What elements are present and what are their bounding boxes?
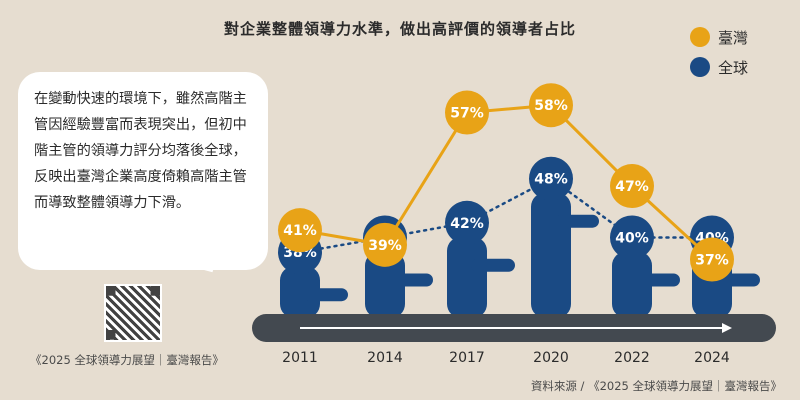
qr-code-image (104, 284, 162, 342)
data-point-taiwan (529, 83, 573, 128)
legend: 臺灣 全球 (690, 22, 748, 82)
data-point-global (610, 215, 654, 260)
legend-item-taiwan: 臺灣 (690, 22, 748, 52)
year-label: 2024 (694, 350, 730, 366)
figure-arm (389, 273, 433, 287)
data-label-taiwan: 58% (534, 98, 568, 114)
year-label: 2020 (533, 350, 569, 366)
legend-item-global: 全球 (690, 52, 748, 82)
year-label: 2011 (282, 350, 318, 366)
figure-arm (636, 273, 680, 287)
bubble-text: 在變動快速的環境下，雖然高階主管因經驗豐富而表現突出，但初中階主管的領導力評分均… (34, 91, 247, 211)
data-point-taiwan (363, 222, 407, 267)
year-label: 2022 (614, 350, 650, 366)
report-caption: 《2025 全球領導力展望｜臺灣報告》 (30, 353, 224, 367)
data-source: 資料來源 / 《2025 全球領導力展望｜臺灣報告》 (530, 379, 782, 393)
chart-title: 對企業整體領導力水準，做出高評價的領導者占比 (223, 20, 576, 38)
data-point-global (445, 200, 489, 245)
year-label: 2017 (449, 350, 485, 366)
legend-label-taiwan: 臺灣 (718, 28, 749, 47)
data-point-taiwan (690, 237, 734, 282)
legend-label-global: 全球 (718, 58, 749, 77)
figure-arm (716, 273, 760, 287)
data-label-global: 42% (450, 216, 484, 232)
legend-swatch-taiwan (690, 27, 710, 47)
data-label-taiwan: 57% (450, 106, 484, 122)
legend-swatch-global (690, 57, 710, 77)
figure-body (447, 236, 487, 318)
figure-body (531, 192, 571, 318)
figure-arm (304, 288, 348, 302)
data-point-taiwan (445, 90, 489, 135)
qr-code-pattern (106, 286, 160, 340)
data-point-global (529, 156, 573, 201)
data-label-global: 40% (615, 231, 649, 247)
figure-body (612, 251, 652, 318)
data-label-global: 48% (534, 172, 568, 188)
data-label-taiwan: 37% (695, 253, 729, 269)
year-label: 2014 (367, 350, 403, 366)
data-label-taiwan: 47% (615, 179, 649, 195)
speech-bubble: 在變動快速的環境下，雖然高階主管因經驗豐富而表現突出，但初中階主管的領導力評分均… (18, 72, 268, 270)
figure-body (365, 251, 405, 318)
figure-arm (555, 214, 599, 228)
figure-arm (471, 258, 515, 272)
data-point-taiwan (278, 208, 322, 253)
data-point-taiwan (610, 164, 654, 209)
timeline-bar (252, 314, 776, 342)
figure-body (280, 266, 320, 318)
data-label-taiwan: 39% (368, 238, 402, 254)
data-label-taiwan: 41% (283, 223, 317, 239)
